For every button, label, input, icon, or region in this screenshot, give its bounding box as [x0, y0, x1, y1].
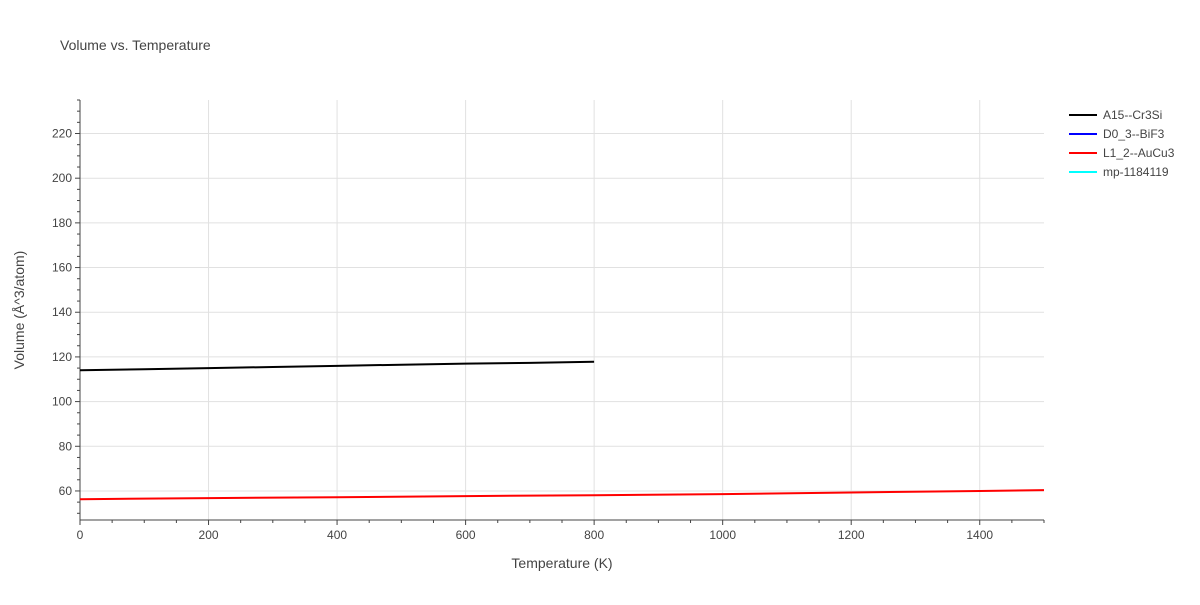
series — [79, 360, 1045, 501]
chart-title: Volume vs. Temperature — [60, 37, 211, 53]
x-tick-label: 400 — [327, 528, 347, 542]
y-tick-label: 200 — [52, 171, 72, 185]
x-tick-label: 1400 — [966, 528, 993, 542]
y-tick-label: 60 — [59, 484, 73, 498]
legend[interactable]: A15--Cr3Si D0_3--BiF3 L1_2--AuCu3 mp-118411… — [1069, 108, 1175, 179]
x-axis-title: Temperature (K) — [511, 555, 612, 571]
legend-label: L1_2--AuCu3 — [1103, 146, 1175, 160]
y-tick-label: 140 — [52, 305, 72, 319]
legend-item[interactable]: mp-1184119 — [1069, 165, 1169, 179]
x-tick-label: 800 — [584, 528, 604, 542]
y-tick-label: 160 — [52, 261, 72, 275]
x-tick-label: 600 — [456, 528, 476, 542]
grid — [80, 100, 1044, 520]
legend-item[interactable]: L1_2--AuCu3 — [1069, 146, 1175, 160]
y-tick-label: 180 — [52, 216, 72, 230]
y-tick-label: 100 — [52, 395, 72, 409]
legend-label: mp-1184119 — [1103, 165, 1169, 179]
y-tick-label: 220 — [52, 127, 72, 141]
series-line-0[interactable] — [79, 360, 595, 372]
y-tick-label: 120 — [52, 350, 72, 364]
legend-label: D0_3--BiF3 — [1103, 127, 1165, 141]
series-line-2[interactable] — [79, 489, 1045, 501]
x-tick-label: 1200 — [838, 528, 865, 542]
x-tick-label: 1000 — [709, 528, 736, 542]
legend-label: A15--Cr3Si — [1103, 108, 1162, 122]
x-tick-label: 200 — [199, 528, 219, 542]
legend-item[interactable]: A15--Cr3Si — [1069, 108, 1162, 122]
axes: 0 200 400 600 800 1000 1200 1400 60 80 100 120 140 16… — [52, 99, 1045, 542]
x-tick-label: 0 — [77, 528, 84, 542]
y-tick-label: 80 — [59, 439, 73, 453]
legend-item[interactable]: D0_3--BiF3 — [1069, 127, 1165, 141]
y-axis-title: Volume (Å^3/atom) — [11, 251, 27, 370]
